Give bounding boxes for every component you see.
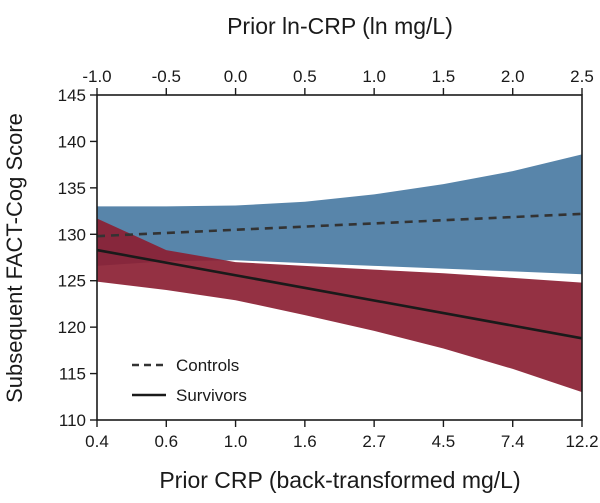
bottom-tick-label: 12.2 — [565, 432, 598, 451]
bottom-tick-label: 1.0 — [224, 432, 248, 451]
band-survivors — [97, 218, 582, 393]
top-tick-label: 0.0 — [224, 67, 248, 86]
x-axis-title: Prior CRP (back-transformed mg/L) — [159, 467, 520, 493]
axis-ticks: -1.0 -0.5 0.0 0.5 1.0 1.5 2.0 2.5 0.4 0.6 1.0 1.6 2.… — [58, 67, 599, 451]
top-tick-label: 1.0 — [362, 67, 386, 86]
bottom-tick-label: 2.7 — [362, 432, 386, 451]
y-tick-label: 115 — [59, 365, 86, 384]
top-tick-label: -0.5 — [152, 67, 181, 86]
plot-frame — [96, 94, 583, 421]
y-tick-label: 130 — [58, 225, 86, 244]
line-survivors — [96, 248, 583, 340]
band-controls — [97, 154, 582, 275]
line-controls — [96, 212, 583, 238]
top-tick-label: -1.0 — [82, 67, 111, 86]
legend-controls-label: Controls — [176, 356, 239, 375]
confidence-bands — [97, 154, 582, 393]
legend-survivors-label: Survivors — [176, 386, 247, 405]
y-tick-label: 125 — [58, 272, 86, 291]
bottom-tick-label: 4.5 — [432, 432, 456, 451]
bottom-tick-label: 0.4 — [85, 432, 109, 451]
y-tick-label: 135 — [58, 179, 86, 198]
legend: Controls Survivors — [132, 356, 247, 405]
y-tick-label: 140 — [58, 132, 86, 151]
y-tick-label: 110 — [59, 411, 86, 430]
top-axis-title: Prior ln-CRP (ln mg/L) — [227, 13, 453, 39]
top-tick-label: 2.0 — [501, 67, 525, 86]
regression-lines — [96, 212, 583, 340]
y-tick-label: 145 — [58, 86, 86, 105]
y-axis-title: Subsequent FACT-Cog Score — [2, 113, 27, 403]
top-tick-label: 1.5 — [432, 67, 456, 86]
y-tick-label: 120 — [58, 318, 86, 337]
top-tick-label: 2.5 — [570, 67, 594, 86]
bottom-tick-label: 0.6 — [154, 432, 178, 451]
top-tick-label: 0.5 — [293, 67, 317, 86]
bottom-tick-label: 1.6 — [293, 432, 317, 451]
bottom-tick-label: 7.4 — [501, 432, 525, 451]
